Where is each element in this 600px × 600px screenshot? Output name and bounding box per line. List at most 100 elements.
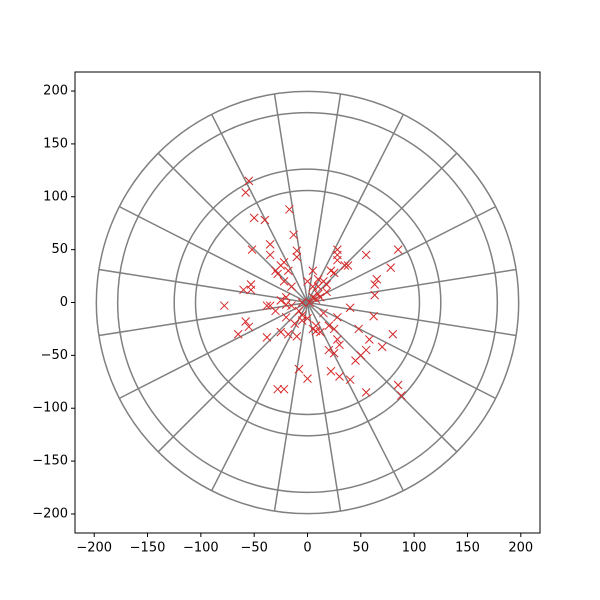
- point: [372, 274, 382, 284]
- point: [246, 285, 256, 295]
- point: [308, 266, 318, 276]
- point: [265, 250, 275, 260]
- board-spoke: [210, 302, 309, 491]
- point: [281, 312, 291, 322]
- x-tick-label: 200: [508, 541, 533, 556]
- point: [279, 276, 289, 286]
- point: [244, 322, 254, 332]
- point: [340, 261, 350, 270]
- point: [292, 331, 302, 341]
- board-ring: [173, 168, 442, 437]
- point: [239, 285, 248, 295]
- y-tick-label: −200: [32, 506, 68, 521]
- point: [322, 287, 332, 297]
- board-spoke: [306, 114, 405, 303]
- point: [333, 245, 342, 254]
- y-tick-label: 50: [51, 242, 68, 257]
- board-spoke: [157, 301, 309, 453]
- board-spoke: [119, 301, 308, 400]
- point: [335, 340, 344, 350]
- point: [324, 345, 334, 355]
- point: [297, 298, 307, 307]
- x-tick-label: 150: [455, 541, 480, 556]
- point: [313, 274, 323, 284]
- y-tick-label: 0: [60, 295, 68, 310]
- point: [247, 245, 257, 254]
- point: [292, 246, 302, 256]
- x-tick-label: −50: [240, 541, 267, 556]
- point: [369, 311, 378, 321]
- point: [283, 266, 293, 276]
- point: [289, 230, 298, 240]
- board-spoke: [210, 114, 309, 303]
- point: [273, 384, 282, 394]
- point: [388, 329, 398, 339]
- y-tick-label: −50: [41, 348, 68, 363]
- y-tick-label: −100: [32, 401, 68, 416]
- point: [322, 280, 332, 289]
- point: [319, 308, 328, 318]
- point: [303, 314, 312, 323]
- point: [333, 312, 342, 322]
- point: [265, 239, 275, 249]
- board-spoke: [307, 301, 517, 337]
- point: [329, 268, 339, 278]
- point: [315, 327, 325, 337]
- point: [283, 329, 293, 339]
- board-ring: [194, 189, 421, 416]
- point: [315, 292, 325, 302]
- board-spoke: [306, 302, 405, 491]
- board-spoke: [273, 302, 309, 512]
- point: [345, 375, 355, 385]
- point: [290, 319, 300, 329]
- board-spoke: [306, 152, 458, 304]
- x-tick-label: 100: [402, 541, 427, 556]
- point: [305, 298, 314, 307]
- point: [370, 280, 380, 289]
- x-tick-label: −100: [183, 541, 219, 556]
- point: [396, 391, 406, 400]
- dartboard: [95, 90, 520, 515]
- point: [294, 364, 304, 374]
- point: [361, 345, 371, 355]
- point: [276, 327, 286, 337]
- board-spoke: [306, 93, 342, 303]
- point: [219, 301, 229, 311]
- point: [361, 250, 371, 260]
- point: [326, 366, 336, 376]
- x-tick-label: −200: [76, 541, 112, 556]
- board-spoke: [307, 205, 496, 304]
- point: [279, 384, 289, 394]
- point: [241, 188, 250, 197]
- point: [386, 263, 396, 272]
- point: [393, 245, 403, 254]
- point: [294, 306, 304, 316]
- point: [249, 213, 259, 223]
- board-spoke: [306, 302, 342, 512]
- y-tick-label: 100: [43, 189, 68, 204]
- y-tick-label: 200: [43, 84, 68, 99]
- point: [271, 306, 280, 316]
- point: [233, 329, 243, 339]
- point: [297, 310, 307, 320]
- board-spoke: [119, 205, 308, 304]
- point: [324, 321, 334, 331]
- point: [287, 301, 296, 311]
- point: [244, 176, 254, 186]
- point: [365, 335, 374, 344]
- point: [377, 342, 387, 352]
- board-ring: [95, 90, 520, 515]
- point: [281, 292, 291, 302]
- point: [329, 348, 339, 358]
- point: [354, 324, 364, 334]
- point: [303, 374, 312, 383]
- point: [285, 205, 294, 214]
- point: [260, 215, 270, 225]
- point: [313, 282, 323, 291]
- point: [262, 333, 272, 342]
- point: [345, 303, 355, 313]
- board-spoke: [307, 268, 517, 304]
- point: [361, 388, 371, 397]
- point: [281, 300, 291, 309]
